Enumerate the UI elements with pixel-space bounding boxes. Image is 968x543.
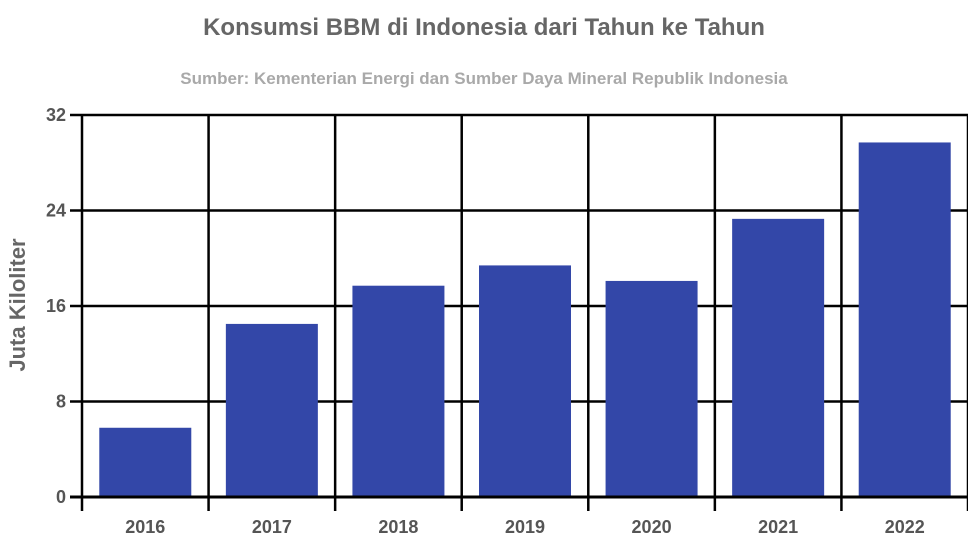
x-tick-label: 2019 [505, 517, 545, 537]
chart-subtitle: Sumber: Kementerian Energi dan Sumber Da… [180, 69, 788, 88]
y-tick-label: 32 [46, 105, 66, 125]
bar-2021 [732, 218, 825, 497]
bar-2017 [225, 323, 318, 497]
y-tick-label: 24 [46, 201, 66, 221]
bar-2018 [352, 285, 445, 497]
bar-2019 [479, 265, 571, 497]
y-tick-labels: 0 8 16 24 32 [46, 105, 66, 507]
y-tick-label: 0 [56, 487, 66, 507]
x-tick-label: 2021 [758, 517, 798, 537]
x-tick-label: 2018 [378, 517, 418, 537]
y-axis-label: Juta Kiloliter [5, 238, 30, 372]
y-tick-label: 16 [46, 296, 66, 316]
x-tick-label: 2017 [252, 517, 292, 537]
chart-title: Konsumsi BBM di Indonesia dari Tahun ke … [203, 14, 765, 41]
bars [99, 142, 951, 498]
bar-2022 [858, 142, 951, 498]
y-tick-label: 8 [56, 392, 66, 412]
x-tick-label: 2016 [125, 517, 165, 537]
bar-2020 [605, 280, 698, 497]
x-tick-label: 2022 [885, 517, 925, 537]
x-tick-label: 2020 [632, 517, 672, 537]
bar-2016 [99, 427, 192, 497]
x-tick-labels: 2016 2017 2018 2019 2020 2021 2022 [125, 517, 924, 537]
